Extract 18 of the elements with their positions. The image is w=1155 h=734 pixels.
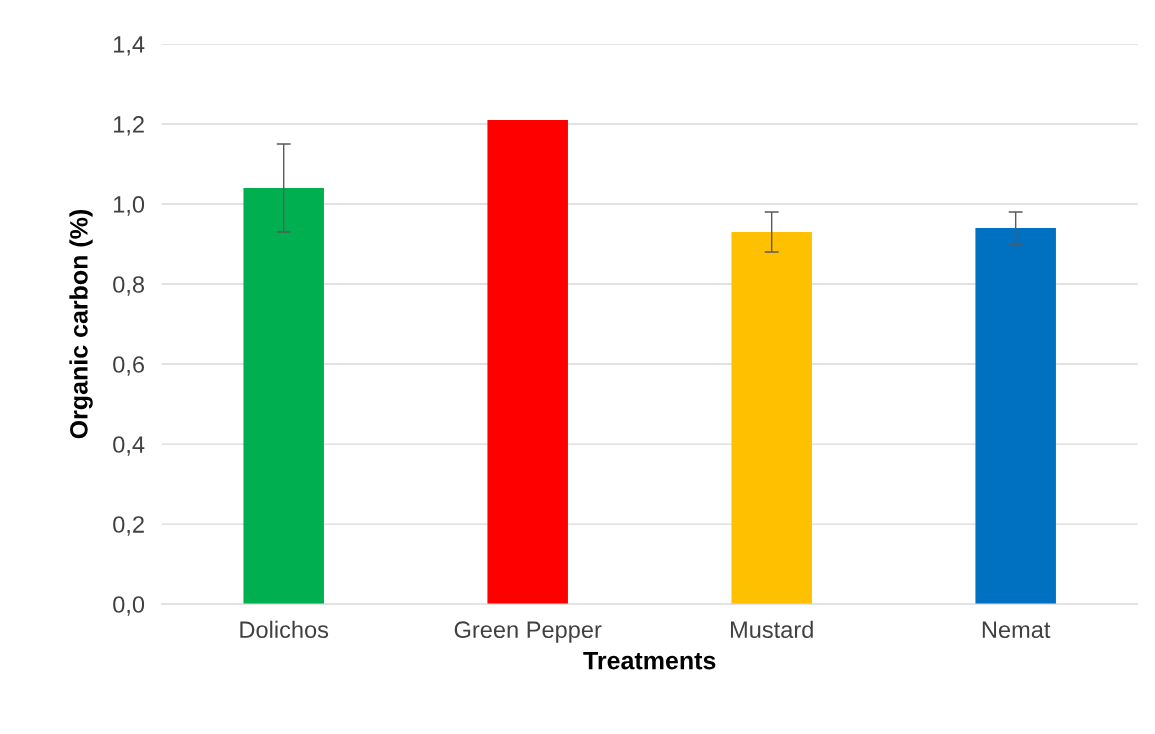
x-axis-title: Treatments	[583, 652, 716, 670]
bar	[975, 228, 1056, 605]
y-tick-label: 1,0	[114, 196, 145, 216]
x-tick-label: Green Pepper	[454, 621, 602, 643]
y-axis-title: Organic carbon (%)	[69, 210, 93, 439]
y-tick-label: 0,6	[113, 356, 144, 376]
x-tick-label: Dolichos	[240, 620, 329, 639]
bar	[731, 232, 812, 605]
y-tick-label: 0,2	[113, 516, 144, 536]
bar	[487, 120, 568, 605]
y-tick-label: 1,4	[114, 36, 145, 56]
y-tick-label: 0,8	[113, 276, 145, 296]
y-tick-label: 0,4	[113, 436, 145, 456]
y-tick-label: 0,0	[113, 596, 145, 616]
y-tick-label: 1,2	[114, 116, 144, 136]
x-tick-label: Mustard	[730, 620, 813, 639]
x-tick-label: Nemat	[982, 621, 1051, 639]
bar	[243, 188, 324, 605]
